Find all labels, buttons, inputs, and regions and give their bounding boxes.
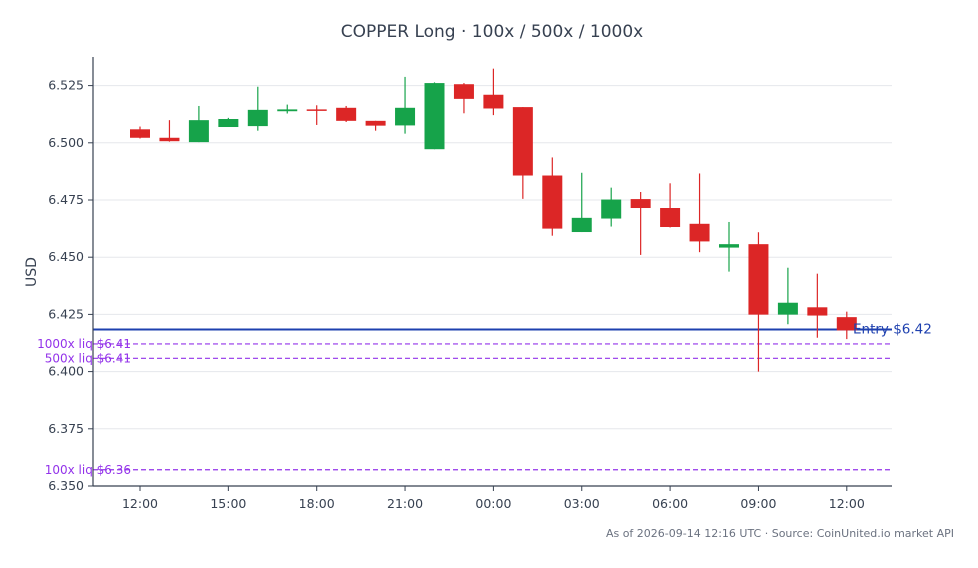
candle-body xyxy=(336,107,357,121)
horizontal-lines xyxy=(93,328,892,471)
candles xyxy=(130,68,857,372)
x-tick-label: 09:00 xyxy=(740,496,776,511)
candle xyxy=(130,126,150,139)
x-tick-label: 15:00 xyxy=(210,496,246,511)
candle xyxy=(719,221,739,272)
candle-body xyxy=(424,83,445,150)
candle-body xyxy=(453,84,474,99)
y-tick-label: 6.500 xyxy=(48,135,84,150)
candle xyxy=(424,82,445,150)
grid-lines xyxy=(93,85,892,487)
y-tick-label: 6.350 xyxy=(48,478,84,493)
candle xyxy=(571,172,592,233)
y-axis-label: USD xyxy=(24,257,40,287)
x-tick-label: 21:00 xyxy=(387,496,423,511)
axes: 6.350 6.375 6.400 6.425 6.450 6.475 6.500 6.525… xyxy=(48,57,892,511)
candle xyxy=(483,68,504,116)
candle xyxy=(218,117,239,128)
candle xyxy=(807,273,828,338)
candle xyxy=(395,76,416,134)
candle xyxy=(159,120,180,142)
y-tick-label: 6.450 xyxy=(48,249,84,264)
y-tick-label: 6.525 xyxy=(48,78,84,93)
liquidation-label: 100x liq $6.36 xyxy=(45,463,131,477)
candle xyxy=(630,191,651,255)
candle-body xyxy=(159,137,180,142)
candle-body xyxy=(719,244,739,248)
candle-body xyxy=(306,109,327,111)
candle-body xyxy=(277,109,298,112)
candle-body xyxy=(218,119,239,128)
candle-body xyxy=(807,307,828,316)
candle xyxy=(660,183,681,228)
candle-body xyxy=(483,94,504,109)
x-tick-label: 00:00 xyxy=(475,496,511,511)
candle xyxy=(336,105,357,122)
x-tick-label: 06:00 xyxy=(652,496,688,511)
candle-body xyxy=(777,302,798,315)
candle-body xyxy=(542,175,563,229)
y-tick-label: 6.400 xyxy=(48,364,84,379)
candle-body xyxy=(365,120,386,126)
x-tick-label: 12:00 xyxy=(829,496,865,511)
candle-body xyxy=(660,208,681,227)
y-tick-label: 6.375 xyxy=(48,421,84,436)
candle-body xyxy=(630,199,651,209)
candle xyxy=(365,120,386,131)
candle xyxy=(601,187,622,227)
source-note: As of 2026-09-14 12:16 UTC · Source: Coi… xyxy=(606,527,954,540)
candle xyxy=(777,267,798,325)
entry-label: Entry $6.42 xyxy=(853,322,932,338)
candle xyxy=(542,157,563,236)
candle-body xyxy=(601,199,622,219)
candle xyxy=(453,83,474,114)
candle xyxy=(277,104,298,114)
candle-body xyxy=(836,317,857,331)
candle-body xyxy=(188,120,209,143)
y-tick-label: 6.475 xyxy=(48,192,84,207)
candle xyxy=(748,232,769,372)
candle xyxy=(247,86,268,131)
candle-body xyxy=(247,109,268,127)
liquidation-label: 1000x liq $6.41 xyxy=(37,337,131,351)
candle xyxy=(689,173,710,253)
candle xyxy=(836,311,857,340)
x-tick-label: 18:00 xyxy=(299,496,335,511)
candle xyxy=(512,107,533,199)
candle-body xyxy=(571,217,592,233)
candle-body xyxy=(748,244,769,315)
candle-body xyxy=(395,107,416,126)
liquidation-label: 500x liq $6.41 xyxy=(45,351,131,365)
candle-body xyxy=(512,107,533,176)
candle xyxy=(188,105,209,143)
x-tick-label: 03:00 xyxy=(564,496,600,511)
chart-title: COPPER Long · 100x / 500x / 1000x xyxy=(341,22,643,42)
x-tick-label: 12:00 xyxy=(122,496,158,511)
candle-body xyxy=(130,129,150,138)
y-tick-label: 6.425 xyxy=(48,306,84,321)
candle-body xyxy=(689,223,710,242)
candle xyxy=(306,105,327,125)
